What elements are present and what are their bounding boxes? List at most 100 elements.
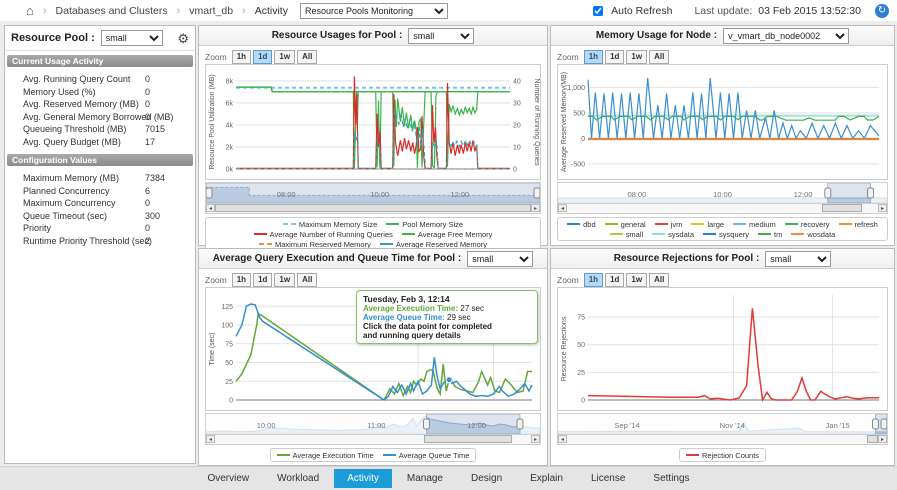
breadcrumb-databases-clusters[interactable]: Databases and Clusters — [55, 4, 168, 17]
scroll-left-arrow[interactable]: ◂ — [206, 435, 215, 443]
scroll-right-arrow[interactable]: ▸ — [531, 435, 540, 443]
navigator-scrollbar[interactable]: ◂ ▸ — [205, 204, 541, 214]
breadcrumb-activity[interactable]: Activity — [254, 4, 288, 17]
scroll-right-arrow[interactable]: ▸ — [878, 204, 887, 212]
legend-swatch — [609, 233, 623, 235]
legend-label: Maximum Reserved Memory — [274, 239, 371, 249]
pool-node-select[interactable]: small — [467, 250, 534, 267]
zoom-button-1d[interactable]: 1d — [605, 49, 625, 64]
legend-item[interactable]: general — [604, 219, 646, 229]
navigator-scrollbar[interactable]: ◂ ▸ — [205, 435, 541, 445]
zoom-button-1d[interactable]: 1d — [605, 272, 625, 287]
scroll-thumb[interactable] — [215, 204, 531, 212]
zoom-button-1w[interactable]: 1w — [274, 272, 296, 287]
zoom-button-1w[interactable]: 1w — [274, 49, 296, 64]
zoom-button-1w[interactable]: 1w — [626, 49, 648, 64]
tooltip-exec-time: Average Execution Time: 27 sec — [363, 304, 484, 313]
legend-item[interactable]: dbd — [567, 219, 596, 229]
tab-activity[interactable]: Activity — [334, 469, 392, 488]
tab-settings[interactable]: Settings — [653, 473, 690, 484]
scroll-left-arrow[interactable]: ◂ — [206, 204, 215, 212]
legend-item[interactable]: Average Free Memory — [401, 229, 492, 239]
navigator-scrollbar[interactable]: ◂ ▸ — [557, 204, 888, 214]
zoom-button-1h[interactable]: 1h — [231, 272, 252, 287]
legend-item[interactable]: recovery — [784, 219, 830, 229]
legend-item[interactable]: Average Queue Time — [382, 450, 469, 460]
legend-swatch — [258, 243, 272, 245]
pool-node-select[interactable]: small — [408, 27, 475, 44]
scroll-thumb[interactable] — [867, 435, 878, 443]
tab-license[interactable]: License — [590, 473, 626, 484]
range-navigator[interactable]: 08:00 10:00 12:00 — [557, 182, 888, 204]
legend-swatch — [282, 223, 296, 225]
legend-item[interactable]: medium — [733, 219, 776, 229]
stat-value: 0 — [145, 74, 151, 84]
resource-pool-select[interactable]: small — [100, 30, 163, 46]
chart-plot-area[interactable]: 0 25 50 75 100 125 Time (sec) Tuesday, Feb 3, 1… — [205, 287, 541, 411]
zoom-controls: Zoom 1h 1d 1w All — [205, 49, 541, 64]
legend-label: dbd — [583, 219, 596, 229]
legend-item[interactable]: jvm — [654, 219, 682, 229]
tab-design[interactable]: Design — [471, 473, 503, 484]
legend-item[interactable]: sysdata — [652, 229, 694, 239]
svg-text:6k: 6k — [226, 100, 234, 107]
zoom-button-all[interactable]: All — [297, 272, 318, 287]
legend-item[interactable]: large — [691, 219, 724, 229]
legend-label: Average Reserved Memory — [395, 239, 487, 249]
zoom-button-1d[interactable]: 1d — [253, 49, 273, 64]
zoom-button-1h[interactable]: 1h — [231, 49, 252, 64]
zoom-button-all[interactable]: All — [297, 49, 318, 64]
legend-item[interactable]: sysquery — [703, 229, 749, 239]
legend-item[interactable]: Maximum Reserved Memory — [258, 239, 371, 249]
zoom-button-1h[interactable]: 1h — [583, 272, 604, 287]
legend-item[interactable]: Pool Memory Size — [386, 219, 463, 229]
svg-text:75: 75 — [577, 315, 585, 322]
scroll-thumb[interactable] — [423, 435, 513, 443]
scroll-right-arrow[interactable]: ▸ — [531, 204, 540, 212]
legend-label: general — [620, 219, 646, 229]
zoom-button-1w[interactable]: 1w — [626, 272, 648, 287]
stat-value: 0 — [145, 86, 151, 97]
zoom-button-all[interactable]: All — [649, 49, 670, 64]
chart-plot-area[interactable]: -500 0 500 1,000 Average Reserved Memory(MB) — [557, 64, 888, 180]
refresh-icon[interactable]: ↻ — [875, 3, 889, 18]
legend-item[interactable]: Maximum Memory Size — [282, 219, 377, 229]
legend-item[interactable]: small — [609, 229, 643, 239]
svg-text:50: 50 — [225, 360, 233, 367]
navigator-scrollbar[interactable]: ◂ ▸ — [557, 435, 888, 445]
scroll-right-arrow[interactable]: ▸ — [878, 435, 887, 443]
pool-node-select[interactable]: v_vmart_db_node0002 — [723, 27, 850, 44]
pool-node-select[interactable]: small — [765, 250, 832, 267]
zoom-button-all[interactable]: All — [649, 272, 670, 287]
tab-explain[interactable]: Explain — [530, 473, 563, 484]
zoom-button-1h[interactable]: 1h — [583, 49, 604, 64]
chart-plot-area[interactable]: 0 25 50 75 Resource Rejections — [557, 287, 888, 411]
home-icon[interactable]: ⌂ — [26, 3, 34, 18]
legend-item[interactable]: wosdata — [791, 229, 835, 239]
tab-manage[interactable]: Manage — [406, 473, 443, 484]
scroll-left-arrow[interactable]: ◂ — [558, 435, 567, 443]
legend-swatch — [691, 223, 705, 225]
legend-item[interactable]: Rejection Counts — [685, 450, 759, 460]
legend-item[interactable]: Average Reserved Memory — [379, 239, 487, 249]
chart-plot-area[interactable]: 0k 2k 4k 6k 8k 0 10 20 30 40 Number of Running Que… — [205, 64, 541, 180]
legend-item[interactable]: tm — [758, 229, 782, 239]
tab-overview[interactable]: Overview — [207, 473, 250, 484]
top-bar: ⌂ › Databases and Clusters › vmart_db › … — [0, 0, 897, 22]
range-navigator[interactable]: 10:00 11:00 12:00 — [205, 413, 541, 435]
gear-icon[interactable]: ⚙ — [177, 30, 189, 46]
legend-item[interactable]: Average Execution Time — [276, 450, 374, 460]
zoom-button-1d[interactable]: 1d — [253, 272, 273, 287]
stat-label: Maximum Concurrency — [23, 198, 116, 208]
view-select[interactable]: Resource Pools Monitoring — [299, 2, 448, 19]
legend-item[interactable]: Average Number of Running Queries — [253, 229, 393, 239]
legend-item[interactable]: refresh — [838, 219, 878, 229]
range-navigator[interactable]: Sep '14 Nov '14 Jan '15 — [557, 413, 888, 435]
breadcrumb-database[interactable]: vmart_db — [189, 4, 234, 17]
auto-refresh-checkbox[interactable] — [593, 5, 604, 16]
tab-workload[interactable]: Workload — [277, 473, 320, 484]
scroll-thumb[interactable] — [822, 204, 863, 212]
scroll-left-arrow[interactable]: ◂ — [558, 204, 567, 212]
range-navigator[interactable]: 08:00 10:00 12:00 — [205, 182, 541, 204]
zoom-label: Zoom — [557, 274, 579, 285]
